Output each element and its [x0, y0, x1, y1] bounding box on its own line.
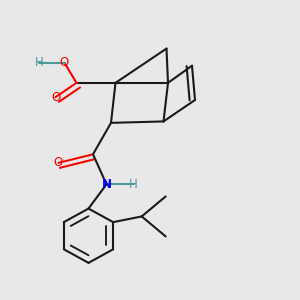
- Text: O: O: [51, 91, 60, 103]
- Text: N: N: [101, 178, 112, 191]
- Text: O: O: [60, 56, 69, 69]
- Text: O: O: [54, 156, 63, 170]
- Text: H: H: [34, 56, 43, 69]
- Text: H: H: [129, 178, 138, 191]
